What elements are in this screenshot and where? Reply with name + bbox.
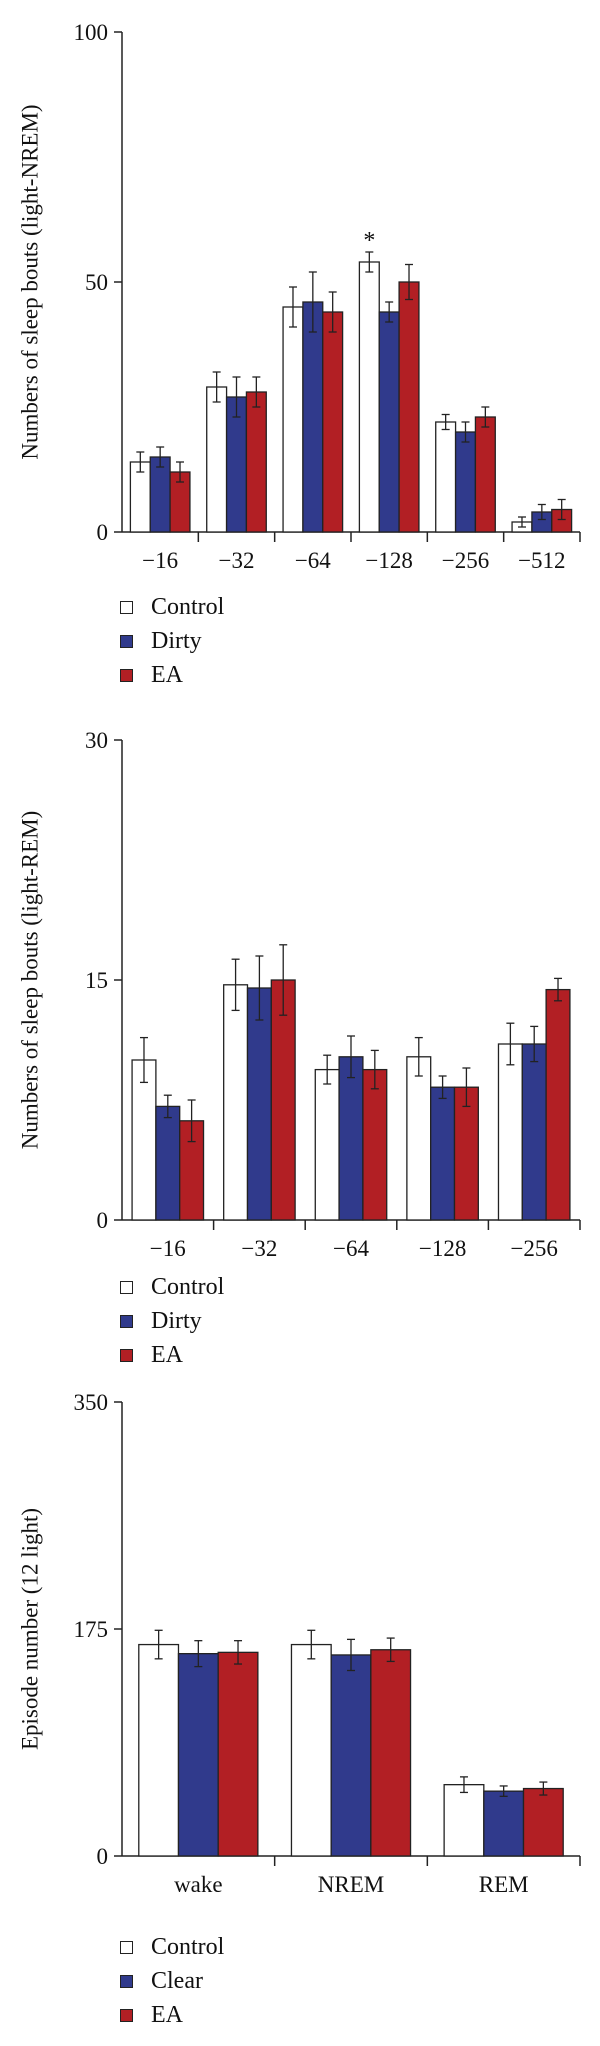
legend-item-clear: Clear <box>120 1964 224 1998</box>
y-axis-label: Episode number (12 light) <box>18 1508 43 1750</box>
legend-label: Control <box>151 1273 225 1300</box>
legend-label: EA <box>151 2001 183 2028</box>
legend-item-ea: EA <box>120 1338 224 1372</box>
bar-control <box>223 984 249 1221</box>
bar-control <box>358 261 380 533</box>
bar-dirty <box>430 1086 456 1221</box>
bar-clear <box>177 1652 219 1857</box>
y-tick-label: 350 <box>74 1390 109 1415</box>
legend-swatch <box>120 1940 133 1954</box>
bar-control <box>435 421 457 533</box>
legend-1: Control Dirty EA <box>120 590 224 692</box>
bar-ea <box>545 988 571 1221</box>
bar-dirty <box>454 431 477 533</box>
bar-ea <box>522 1787 564 1857</box>
legend-swatch <box>120 1314 133 1328</box>
legend-label: EA <box>151 661 183 688</box>
bar-ea <box>217 1651 259 1857</box>
bar-control <box>406 1056 432 1221</box>
legend-label: EA <box>151 1341 183 1368</box>
bar-dirty <box>338 1056 364 1221</box>
y-tick-label: 50 <box>85 270 108 295</box>
x-tick-label: −64 <box>295 548 331 573</box>
legend-swatch <box>120 668 133 682</box>
bar-chart-episode-number: 0 175 350 Episode number (12 light) wake NREM… <box>18 1390 581 1897</box>
chart-panel-1: 0 50 100 Numbers of sleep bouts (light-NREM… <box>0 0 600 740</box>
legend-item-ea: EA <box>120 658 224 692</box>
legend-swatch <box>120 1974 133 1988</box>
bar-control <box>138 1643 180 1857</box>
bar-ea <box>270 979 296 1221</box>
bar-chart-light-rem: 0 15 30 Numbers of sleep bouts (light-REM) −… <box>18 728 581 1261</box>
bar-dirty <box>378 311 400 533</box>
y-tick-label: 30 <box>85 728 108 753</box>
bar-ea <box>398 281 420 533</box>
legend-item-ea: EA <box>120 1998 224 2032</box>
legend-swatch <box>120 2008 133 2022</box>
y-tick-label: 175 <box>74 1617 109 1642</box>
x-tick-label: REM <box>479 1872 529 1897</box>
x-tick-label: −16 <box>142 548 178 573</box>
bar-control <box>131 1059 157 1221</box>
x-tick-label: −256 <box>442 548 489 573</box>
x-tick-label: −32 <box>219 548 255 573</box>
y-tick-label: 0 <box>97 1844 109 1869</box>
legend-3: Control Clear EA <box>120 1930 224 2032</box>
x-tick-label: wake <box>174 1872 223 1897</box>
bar-dirty <box>521 1043 547 1221</box>
bar-clear <box>330 1654 372 1857</box>
bar-control <box>497 1043 523 1221</box>
significance-marker: * <box>363 228 375 254</box>
y-tick-label: 100 <box>74 20 109 45</box>
bar-ea <box>245 391 267 533</box>
y-axis-label: Numbers of sleep bouts (light-NREM) <box>18 104 43 459</box>
legend-swatch <box>120 1348 133 1362</box>
legend-item-dirty: Dirty <box>120 624 224 658</box>
x-tick-label: NREM <box>318 1872 384 1897</box>
legend-label: Control <box>151 593 225 620</box>
bar-dirty <box>246 987 272 1221</box>
legend-label: Control <box>151 1933 225 1960</box>
bar-control <box>314 1068 340 1221</box>
bar-dirty <box>302 301 324 533</box>
x-tick-label: −512 <box>518 548 565 573</box>
legend-swatch <box>120 600 133 614</box>
bar-chart-light-nrem: 0 50 100 Numbers of sleep bouts (light-NREM… <box>18 20 581 573</box>
legend-label: Clear <box>151 1967 203 1994</box>
legend-item-control: Control <box>120 590 224 624</box>
y-axis-label: Numbers of sleep bouts (light-REM) <box>18 811 43 1150</box>
legend-item-dirty: Dirty <box>120 1304 224 1338</box>
bar-clear <box>483 1790 525 1857</box>
bar-control <box>290 1643 332 1857</box>
legend-swatch <box>120 634 133 648</box>
bar-control <box>206 386 228 533</box>
bar-ea <box>453 1086 479 1221</box>
bar-control <box>443 1784 485 1857</box>
legend-swatch <box>120 1280 133 1294</box>
bar-ea <box>322 311 344 533</box>
bar-dirty <box>155 1105 181 1221</box>
x-tick-label: −128 <box>365 548 412 573</box>
y-tick-label: 0 <box>97 520 109 545</box>
x-tick-label: −64 <box>333 1236 369 1261</box>
bar-control <box>282 306 304 533</box>
bar-ea <box>362 1068 388 1221</box>
y-tick-label: 15 <box>85 968 108 993</box>
x-tick-label: −16 <box>150 1236 186 1261</box>
legend-2: Control Dirty EA <box>120 1270 224 1372</box>
chart-panel-2: 0 15 30 Numbers of sleep bouts (light-REM) −… <box>0 720 600 1380</box>
x-tick-label: −32 <box>241 1236 277 1261</box>
legend-label: Dirty <box>151 1307 202 1334</box>
legend-item-control: Control <box>120 1930 224 1964</box>
bar-ea <box>474 416 496 533</box>
legend-label: Dirty <box>151 627 202 654</box>
y-tick-label: 0 <box>97 1208 109 1233</box>
x-tick-label: −128 <box>419 1236 466 1261</box>
bar-dirty <box>149 456 171 533</box>
x-tick-label: −256 <box>510 1236 557 1261</box>
chart-panel-3: 0 175 350 Episode number (12 light) wake NREM… <box>0 1390 600 2046</box>
bar-ea <box>370 1649 412 1857</box>
legend-item-control: Control <box>120 1270 224 1304</box>
